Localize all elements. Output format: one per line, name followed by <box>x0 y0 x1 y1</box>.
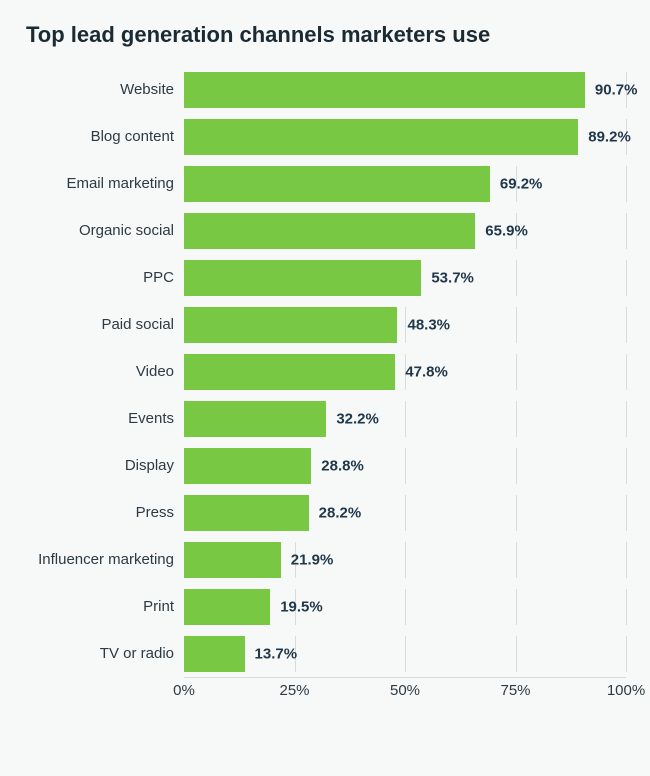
bar <box>184 495 309 531</box>
category-label: PPC <box>24 269 184 286</box>
chart-row: Email marketing 69.2% <box>24 160 626 207</box>
value-label: 90.7% <box>595 81 638 98</box>
bar-track: 19.5% <box>184 589 626 625</box>
chart-row: Paid social 48.3% <box>24 301 626 348</box>
chart-row: Influencer marketing 21.9% <box>24 536 626 583</box>
category-label: Email marketing <box>24 175 184 192</box>
value-label: 28.2% <box>319 504 362 521</box>
category-label: Press <box>24 504 184 521</box>
category-label: Blog content <box>24 128 184 145</box>
bar-track: 69.2% <box>184 166 626 202</box>
chart-row: TV or radio 13.7% <box>24 630 626 677</box>
bar-track: 21.9% <box>184 542 626 578</box>
category-label: Website <box>24 81 184 98</box>
bar <box>184 589 270 625</box>
bar-track: 32.2% <box>184 401 626 437</box>
bar <box>184 401 326 437</box>
bar <box>184 542 281 578</box>
x-ticks: 0%25%50%75%100% <box>184 677 626 701</box>
lead-gen-chart: Website90.7%Blog content89.2%Email marke… <box>24 66 626 701</box>
bar <box>184 166 490 202</box>
x-tick-label: 50% <box>390 682 420 699</box>
bar <box>184 636 245 672</box>
category-label: Paid social <box>24 316 184 333</box>
value-label: 19.5% <box>280 598 323 615</box>
value-label: 13.7% <box>255 645 298 662</box>
chart-row: Website90.7% <box>24 66 626 113</box>
bar-track: 47.8% <box>184 354 626 390</box>
bar <box>184 213 475 249</box>
x-tick-label: 100% <box>607 682 645 699</box>
x-tick-label: 25% <box>279 682 309 699</box>
category-label: Events <box>24 410 184 427</box>
value-label: 47.8% <box>405 363 448 380</box>
value-label: 28.8% <box>321 457 364 474</box>
bar <box>184 354 395 390</box>
value-label: 21.9% <box>291 551 334 568</box>
bar-track: 48.3% <box>184 307 626 343</box>
chart-row: PPC 53.7% <box>24 254 626 301</box>
chart-title: Top lead generation channels marketers u… <box>26 22 626 48</box>
bar-track: 65.9% <box>184 213 626 249</box>
category-label: TV or radio <box>24 645 184 662</box>
chart-row: Events 32.2% <box>24 395 626 442</box>
x-tick-label: 0% <box>173 682 195 699</box>
value-label: 89.2% <box>588 128 631 145</box>
chart-row: Print 19.5% <box>24 583 626 630</box>
x-axis: 0%25%50%75%100% <box>24 677 626 701</box>
category-label: Video <box>24 363 184 380</box>
bar-track: 13.7% <box>184 636 626 672</box>
bar-track: 90.7% <box>184 72 626 108</box>
category-label: Print <box>24 598 184 615</box>
chart-row: Blog content89.2% <box>24 113 626 160</box>
bar <box>184 119 578 155</box>
value-label: 69.2% <box>500 175 543 192</box>
bar <box>184 307 397 343</box>
chart-row: Display 28.8% <box>24 442 626 489</box>
value-label: 65.9% <box>485 222 528 239</box>
bar-track: 53.7% <box>184 260 626 296</box>
bar <box>184 72 585 108</box>
chart-row: Organic social 65.9% <box>24 207 626 254</box>
category-label: Organic social <box>24 222 184 239</box>
bar-track: 89.2% <box>184 119 626 155</box>
chart-row: Video 47.8% <box>24 348 626 395</box>
value-label: 53.7% <box>431 269 474 286</box>
x-tick-label: 75% <box>500 682 530 699</box>
chart-row: Press 28.2% <box>24 489 626 536</box>
bar <box>184 448 311 484</box>
category-label: Influencer marketing <box>24 551 184 568</box>
chart-plot: Website90.7%Blog content89.2%Email marke… <box>24 66 626 677</box>
bar <box>184 260 421 296</box>
category-label: Display <box>24 457 184 474</box>
bar-track: 28.8% <box>184 448 626 484</box>
bar-track: 28.2% <box>184 495 626 531</box>
value-label: 48.3% <box>407 316 450 333</box>
value-label: 32.2% <box>336 410 379 427</box>
